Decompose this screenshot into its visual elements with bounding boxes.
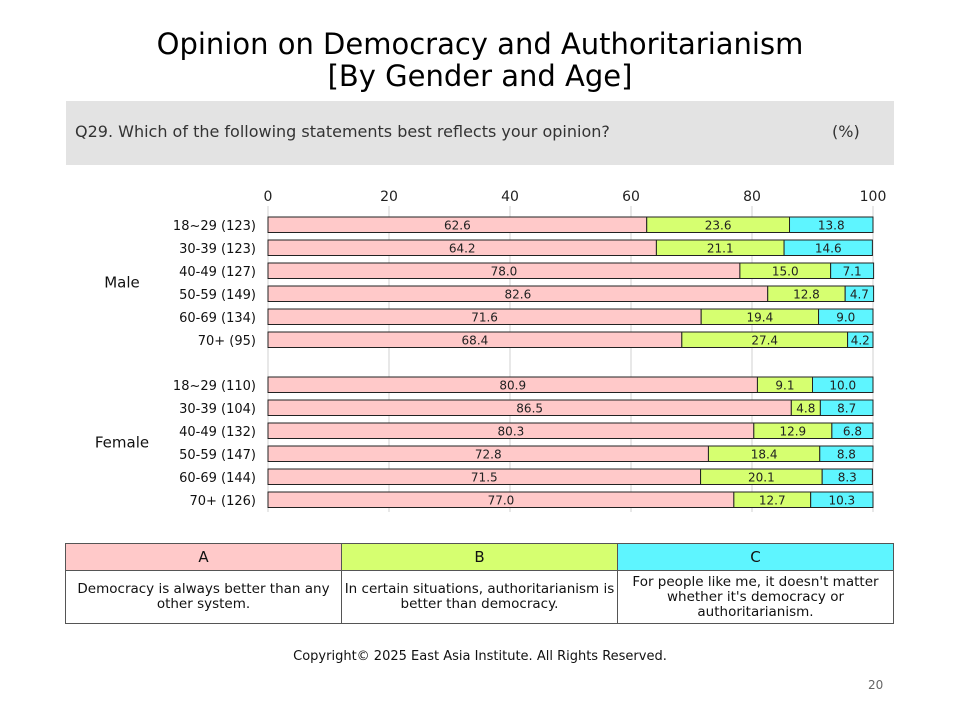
category-label: 18~29 (110) [173,379,256,394]
category-label: 30-39 (123) [179,242,256,257]
page-number: 20 [868,678,884,692]
bar-segment-c [819,445,874,462]
category-label: 30-39 (104) [179,402,256,417]
bar-segment-c [819,399,874,416]
chart-title: Opinion on Democracy and Authoritarianis… [156,27,804,61]
legend-code-c: C [617,543,894,571]
legend-text-b: In certain situations, authoritarianism … [341,570,618,624]
bar-segment-c [812,376,874,393]
category-label: 50-59 (147) [179,448,256,463]
data-label: 4.2 [851,333,870,347]
data-label: 9.1 [775,378,794,392]
group-label: Female [95,433,149,451]
x-tick-label: 100 [860,189,887,205]
data-label: 12.9 [779,424,806,438]
data-label: 72.8 [475,447,502,461]
data-label: 86.5 [516,401,543,415]
legend-text-a: Democracy is always better than any othe… [65,570,342,624]
bar-segment-c [789,216,874,233]
category-label: 18~29 (123) [173,219,256,234]
data-label: 80.9 [499,378,526,392]
data-label: 19.4 [747,310,774,324]
question-text: Q29. Which of the following statements b… [75,122,610,141]
bar-segment-c [810,491,874,508]
bar-segment-c [821,468,873,485]
data-label: 71.5 [471,470,498,484]
bar-segment-c [831,422,874,439]
x-tick-label: 60 [622,189,640,205]
data-label: 20.1 [748,470,775,484]
category-label: 40-49 (132) [179,425,256,440]
data-label: 15.0 [772,264,799,278]
question-box: Q29. Which of the following statements b… [66,101,894,165]
data-label: 64.2 [449,241,476,255]
data-label: 10.3 [828,493,855,507]
legend-code-b: B [341,543,618,571]
data-label: 8.8 [837,447,856,461]
data-label: 12.8 [793,287,820,301]
data-label: 14.6 [815,241,842,255]
data-label: 8.3 [838,470,857,484]
bar-segment-c [847,331,874,348]
data-label: 71.6 [471,310,498,324]
unit-label: (%) [832,122,860,141]
data-label: 9.0 [836,310,855,324]
legend-table: A B C Democracy is always better than an… [65,543,894,624]
data-label: 80.3 [498,424,525,438]
data-label: 12.7 [759,493,786,507]
x-tick-label: 80 [743,189,761,205]
data-label: 4.8 [796,401,815,415]
data-label: 8.7 [837,401,856,415]
data-label: 21.1 [707,241,734,255]
data-label: 78.0 [491,264,518,278]
bar-segment-c [830,262,875,279]
data-label: 62.6 [444,218,471,232]
stacked-bar-chart: 0 20 40 60 80 100 18~29 (123) 62.6 23.6 13.8 30-39… [95,189,887,512]
category-label: 40-49 (127) [179,265,256,280]
category-label: 50-59 (149) [179,288,256,303]
data-label: 7.1 [843,264,862,278]
bar-segment-c [818,308,874,325]
x-tick-label: 20 [380,189,398,205]
bar-segment-c [783,239,873,256]
data-label: 6.8 [843,424,862,438]
category-label: 60-69 (134) [179,311,256,326]
x-tick-label: 0 [264,189,273,205]
data-label: 27.4 [751,333,778,347]
category-label: 60-69 (144) [179,471,256,486]
category-label: 70+ (126) [189,494,256,509]
data-label: 18.4 [751,447,778,461]
data-label: 23.6 [705,218,732,232]
category-label: 70+ (95) [198,334,256,349]
data-label: 77.0 [488,493,515,507]
data-label: 4.7 [850,287,869,301]
data-label: 68.4 [462,333,489,347]
x-tick-label: 40 [501,189,519,205]
bar-segment-c [844,285,875,302]
chart-subtitle: [By Gender and Age] [327,59,633,93]
data-label: 82.6 [505,287,532,301]
legend-code-a: A [65,543,342,571]
group-label: Male [104,273,140,291]
data-label: 13.8 [818,218,845,232]
copyright-notice: Copyright© 2025 East Asia Institute. All… [293,649,667,664]
legend-text-c: For people like me, it doesn't matter wh… [617,570,894,624]
data-label: 10.0 [829,378,856,392]
